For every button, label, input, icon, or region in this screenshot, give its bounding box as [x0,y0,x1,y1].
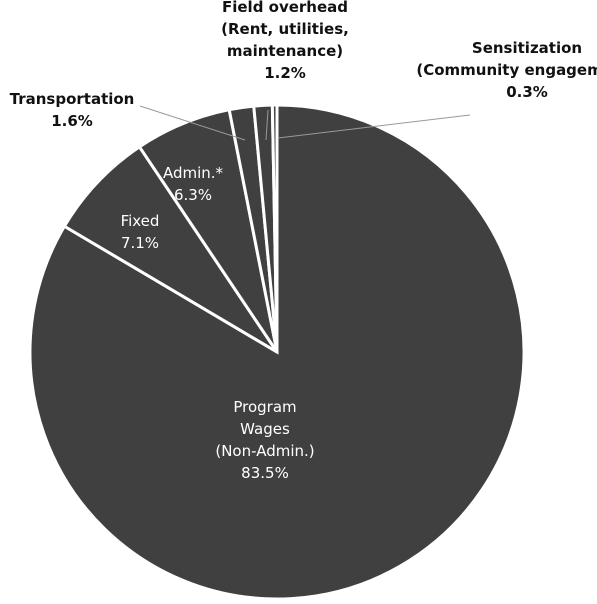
label-line: Wages [240,420,290,438]
label-line: (Rent, utilities, [221,20,349,38]
value-label: 1.2% [264,64,306,82]
pie-slice [62,144,279,354]
slice-label: Transportation [10,90,135,108]
label-line: Fixed [121,212,160,230]
label-line: Field overhead [222,0,348,16]
label-line: Admin.* [163,164,224,182]
slice-label: Admin.* [163,164,224,182]
slice-label: Field overhead (Rent, utilities, maintenan… [221,0,349,60]
slice-label: Program Wages (Non-Admin.) [215,398,314,460]
slice-label: Sensitization (Community engagement) [416,39,597,79]
leader-line [139,105,246,141]
leader-line [277,114,471,139]
label-line: (Community engagement) [416,61,597,79]
value-label: 6.3% [174,186,212,204]
pie-slice [270,103,279,353]
value-label: 7.1% [121,234,159,252]
value-label: 0.3% [506,83,548,101]
value-label: 83.5% [241,464,289,482]
leader-line [265,109,269,141]
label-line: Sensitization [472,39,582,57]
label-line: maintenance) [227,42,343,60]
label-line: Program [233,398,296,416]
slice-label: Fixed [121,212,160,230]
label-line: (Non-Admin.) [215,442,314,460]
value-label: 1.6% [51,112,93,130]
pie-slice [28,103,526,601]
label-line: Transportation [10,90,135,108]
